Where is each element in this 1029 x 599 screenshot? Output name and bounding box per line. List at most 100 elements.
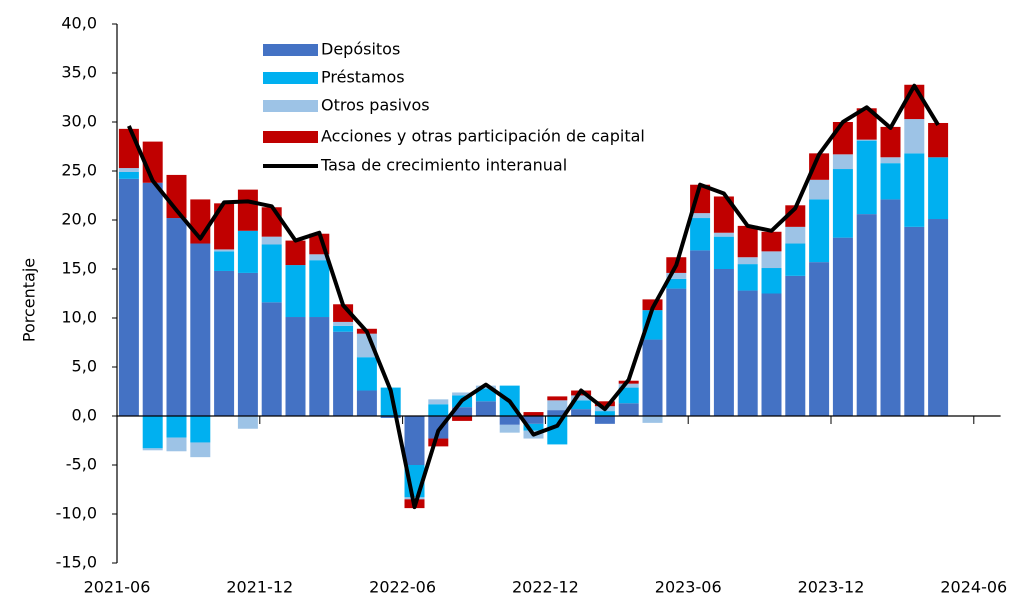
bar [809, 262, 830, 416]
bar [761, 251, 782, 269]
y-tick-label: -15,0 [56, 553, 97, 572]
bar [261, 244, 282, 303]
bar [452, 407, 473, 416]
bar [499, 416, 520, 425]
bar [928, 157, 949, 220]
y-tick-label: -10,0 [56, 504, 97, 523]
y-tick-label: 15,0 [61, 259, 97, 278]
x-tick-label: 2022-12 [512, 578, 579, 597]
bar [285, 240, 306, 266]
bar [261, 207, 282, 237]
legend-swatch [263, 131, 318, 143]
bar [737, 290, 758, 416]
bar [880, 163, 901, 200]
bar [809, 199, 830, 263]
bar [309, 317, 330, 416]
bar [428, 438, 449, 447]
y-tick-label: 5,0 [72, 357, 97, 376]
x-tick-label: 2021-12 [226, 578, 293, 597]
bar [190, 416, 211, 443]
legend-label: Depósitos [321, 40, 400, 59]
y-tick-label: 0,0 [72, 406, 97, 425]
legend-swatch [263, 100, 318, 112]
bar [333, 321, 354, 326]
y-tick-label: 10,0 [61, 308, 97, 327]
bar [142, 182, 163, 416]
x-tick-label: 2021-06 [84, 578, 151, 597]
bar [237, 230, 258, 273]
bar [832, 169, 853, 238]
legend-swatch [263, 44, 318, 56]
bar [214, 251, 235, 271]
bar [166, 416, 187, 438]
bar [142, 416, 163, 449]
bar [333, 325, 354, 332]
bar [118, 178, 139, 416]
bar [571, 395, 592, 401]
bar [832, 237, 853, 416]
bar [571, 409, 592, 416]
y-tick-label: 30,0 [61, 112, 97, 131]
bar [928, 122, 949, 158]
bar [309, 260, 330, 318]
x-tick-label: 2023-12 [798, 578, 865, 597]
bar [142, 448, 163, 451]
bar [666, 278, 687, 289]
legend-label: Préstamos [321, 68, 405, 87]
bar [475, 388, 496, 402]
bar [475, 401, 496, 416]
bar [214, 270, 235, 416]
bar [856, 108, 877, 140]
bar [713, 232, 734, 237]
bar [666, 288, 687, 416]
bar [928, 219, 949, 416]
bar [285, 317, 306, 416]
bar [832, 154, 853, 170]
bar [523, 412, 544, 416]
bar [214, 249, 235, 252]
bar [809, 179, 830, 200]
line [127, 83, 940, 510]
bar [690, 250, 711, 416]
bar [285, 265, 306, 318]
legend-label: Tasa de crecimiento interanual [320, 156, 567, 175]
y-tick-label: 35,0 [61, 63, 97, 82]
bar [214, 203, 235, 250]
bar [737, 264, 758, 291]
bar [713, 236, 734, 269]
bar [594, 401, 615, 407]
bar [880, 157, 901, 164]
bar [475, 385, 496, 389]
bar [237, 416, 258, 429]
bar [118, 128, 139, 169]
bar [499, 424, 520, 433]
bar [856, 214, 877, 416]
bar [713, 269, 734, 416]
bar [261, 302, 282, 416]
bar [642, 339, 663, 416]
bar [547, 410, 568, 416]
bar [785, 226, 806, 244]
bar [190, 442, 211, 458]
bar [309, 254, 330, 261]
bar [618, 383, 639, 388]
bar [666, 272, 687, 279]
bar [356, 390, 377, 416]
bar [380, 416, 401, 418]
bar [118, 171, 139, 179]
bar [594, 416, 615, 424]
bar [856, 139, 877, 141]
bar [428, 399, 449, 405]
bar [261, 236, 282, 245]
bar [571, 400, 592, 410]
bar [761, 293, 782, 416]
bar [118, 168, 139, 172]
bar [690, 213, 711, 219]
bar [785, 275, 806, 416]
y-tick-label: 25,0 [61, 161, 97, 180]
bar [166, 218, 187, 416]
y-tick-label: 20,0 [61, 210, 97, 229]
bar [761, 268, 782, 294]
bar [737, 225, 758, 258]
